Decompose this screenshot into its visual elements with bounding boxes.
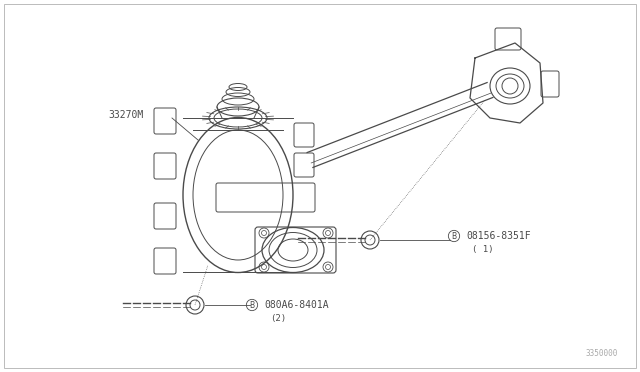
Text: B: B bbox=[451, 231, 456, 241]
Text: B: B bbox=[250, 301, 255, 310]
Text: ( 1): ( 1) bbox=[472, 244, 493, 253]
Text: 080A6-8401A: 080A6-8401A bbox=[264, 300, 328, 310]
Text: 08156-8351F: 08156-8351F bbox=[466, 231, 531, 241]
Text: (2): (2) bbox=[270, 314, 286, 323]
Text: 3350000: 3350000 bbox=[586, 349, 618, 358]
Text: 33270M: 33270M bbox=[108, 110, 143, 120]
